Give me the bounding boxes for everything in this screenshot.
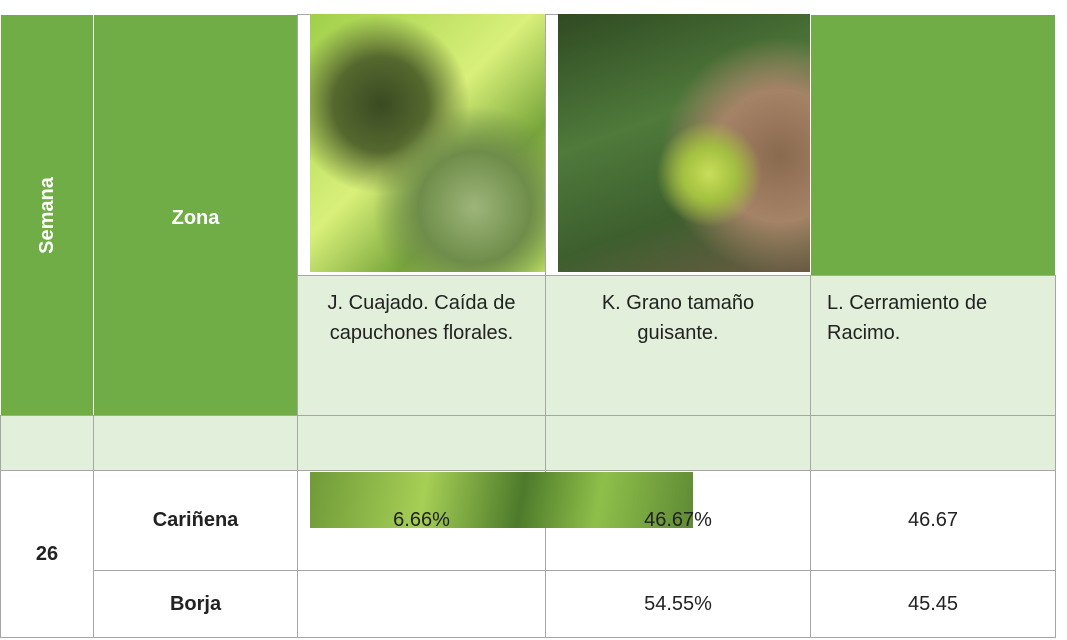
value-text: 46.67 [908, 509, 958, 532]
zone-name: Borja [170, 593, 221, 616]
stage-text: K. Grano tamaño guisante. [578, 288, 778, 348]
zone-header-cell: Zona [93, 14, 298, 416]
blank-cell [93, 415, 298, 471]
blank-cell [810, 415, 1056, 471]
blank-cell [297, 415, 546, 471]
value: 46.67 [810, 470, 1056, 571]
week-header: Semana [36, 177, 59, 254]
stage-label: J. Cuajado. Caída de capuchones florales… [297, 275, 546, 416]
zone-header: Zona [172, 207, 220, 230]
week-value: 26 [36, 543, 58, 566]
value: 6.66% [297, 470, 546, 571]
zone-cell: Cariñena [93, 470, 298, 571]
week-header-cell: Semana [0, 14, 94, 416]
photo-pea-size [558, 14, 810, 272]
value-cell [297, 570, 546, 638]
value-text: 54.55% [644, 593, 712, 616]
value: 45.45 [810, 570, 1056, 638]
week-cell: 26 [0, 470, 94, 638]
stage-text: L. Cerramiento de Racimo. [827, 288, 1027, 348]
page: Semana Zona J. Cuajado. Caída de capucho… [0, 0, 1067, 640]
photo-fruit-set [310, 14, 545, 272]
value: 46.67% [545, 470, 811, 571]
zone-name: Cariñena [153, 509, 239, 532]
zone-cell: Borja [93, 570, 298, 638]
value-text: 45.45 [908, 593, 958, 616]
blank-cell [0, 415, 94, 471]
stage-text: J. Cuajado. Caída de capuchones florales… [322, 288, 522, 348]
image-cell [810, 14, 1056, 276]
value-text: 46.67% [644, 509, 712, 532]
value: 54.55% [545, 570, 811, 638]
blank-cell [545, 415, 811, 471]
stage-label: K. Grano tamaño guisante. [545, 275, 811, 416]
stage-label: L. Cerramiento de Racimo. [810, 275, 1056, 416]
value-text: 6.66% [393, 509, 450, 532]
